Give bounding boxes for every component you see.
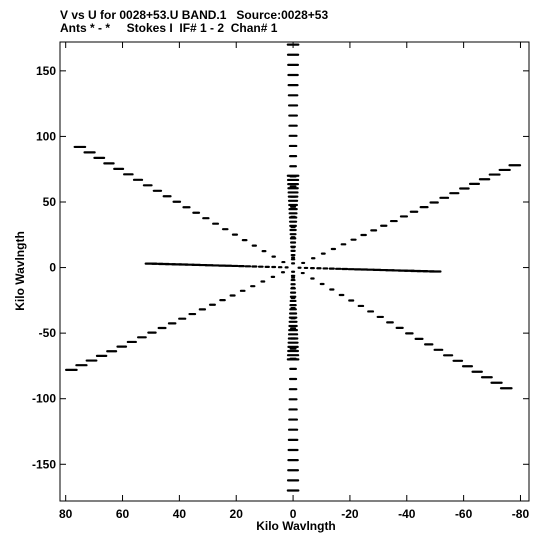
y-axis-ticks: -150 -100 -50 0 50 100 150 — [32, 64, 529, 471]
x-tick-label: 60 — [116, 507, 130, 521]
y-tick-label: 0 — [49, 261, 56, 275]
x-tick-label: 40 — [173, 507, 187, 521]
y-axis-label: Kilo Wavlngth — [13, 231, 27, 311]
y-tick-label: -150 — [32, 457, 56, 471]
x-axis-label: Kilo Wavlngth — [256, 519, 336, 533]
y-tick-label: -50 — [39, 326, 57, 340]
y-tick-label: 150 — [36, 64, 56, 78]
x-axis-ticks: 80 60 40 20 0 -20 -40 -60 -80 — [59, 42, 529, 521]
x-tick-label: 0 — [290, 507, 297, 521]
plot-title: V vs U for 0028+53.U BAND.1 Source:0028+… — [60, 8, 329, 22]
y-tick-label: -100 — [32, 392, 56, 406]
plot-frame — [59, 41, 530, 502]
x-tick-label: -40 — [398, 507, 416, 521]
plot-subtitle: Ants * - * Stokes I IF# 1 - 2 Chan# 1 — [60, 21, 278, 35]
x-tick-label: -80 — [512, 507, 530, 521]
x-tick-label: -20 — [341, 507, 359, 521]
x-tick-label: 20 — [230, 507, 244, 521]
y-tick-label: 50 — [43, 195, 57, 209]
uv-points — [65, 43, 522, 492]
x-tick-label: 80 — [59, 507, 73, 521]
x-tick-label: -60 — [455, 507, 473, 521]
y-tick-label: 100 — [36, 129, 56, 143]
